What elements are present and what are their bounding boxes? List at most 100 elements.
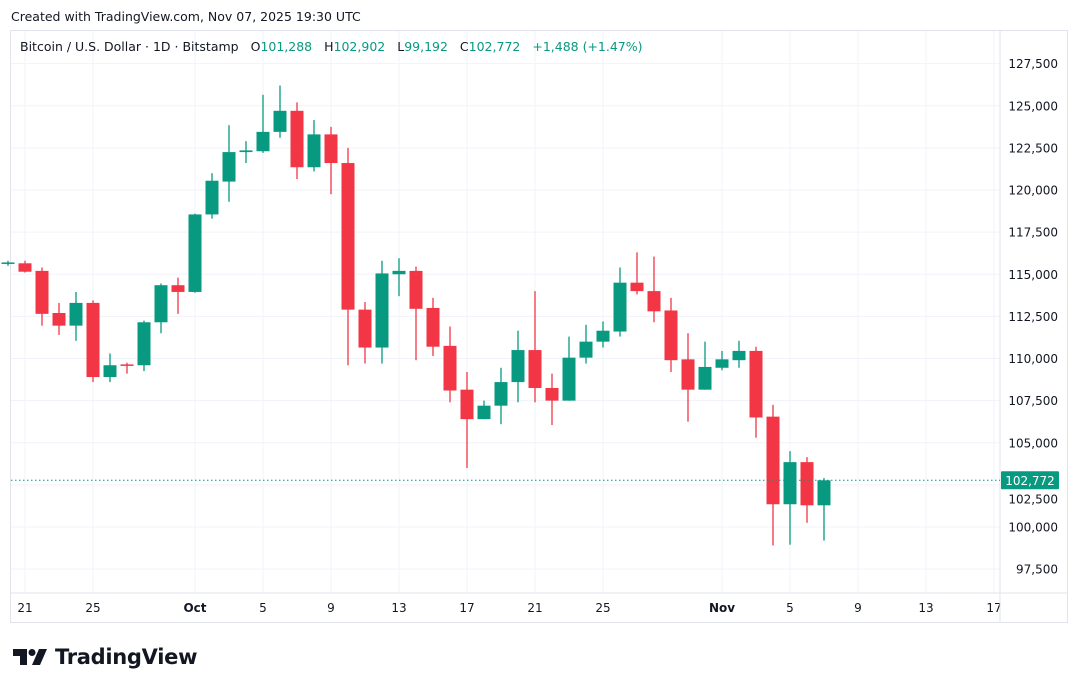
candle — [375, 260, 389, 364]
close-label: C — [459, 39, 469, 54]
candle-body — [579, 341, 593, 358]
candle-body — [52, 313, 66, 326]
candle — [52, 302, 66, 335]
candle-body — [154, 285, 168, 323]
candle — [477, 400, 491, 420]
candle — [69, 291, 83, 341]
tradingview-logo-icon — [13, 649, 47, 665]
candle-body — [664, 310, 678, 361]
y-tick-label: 105,000 — [1008, 436, 1058, 450]
candle-body — [800, 462, 814, 506]
candle — [800, 457, 814, 523]
x-tick-label: 17 — [986, 601, 1001, 615]
candle-body — [35, 270, 49, 314]
x-tick-label: 9 — [854, 601, 862, 615]
candle — [528, 291, 542, 403]
x-tick-label: 13 — [391, 601, 406, 615]
candle-body — [409, 270, 423, 309]
candle-body — [86, 302, 100, 378]
x-tick-label: 21 — [17, 601, 32, 615]
y-tick-label: 97,500 — [1016, 563, 1058, 577]
y-tick-label: 125,000 — [1008, 99, 1058, 113]
candle-body — [562, 357, 576, 401]
candle-body — [545, 387, 559, 401]
candle-body — [511, 350, 525, 383]
candle-body — [307, 134, 321, 168]
candle — [817, 478, 831, 541]
candle-body — [69, 302, 83, 326]
candle-body — [120, 364, 134, 366]
candle-body — [596, 330, 610, 342]
y-tick-label: 122,500 — [1008, 141, 1058, 155]
candle-body — [171, 285, 185, 292]
candle — [630, 252, 644, 295]
candle-body — [715, 359, 729, 368]
high-value: 102,902 — [333, 39, 386, 54]
candle — [732, 340, 746, 368]
candle-body — [188, 214, 202, 292]
logo-text: TradingView — [55, 645, 198, 669]
candle — [35, 267, 49, 326]
candle-body — [205, 180, 219, 215]
chart-frame — [10, 30, 1068, 623]
candle — [409, 266, 423, 361]
candle-body — [341, 163, 355, 310]
y-tick-label: 100,000 — [1008, 521, 1058, 535]
tradingview-logo[interactable]: TradingView — [13, 645, 197, 669]
candle — [18, 260, 32, 273]
candle-body — [732, 350, 746, 361]
candle-body — [817, 480, 831, 506]
y-tick-label: 102,500 — [1008, 492, 1058, 506]
candle-body — [324, 134, 338, 164]
candle-body — [681, 359, 695, 390]
y-tick-label: 117,500 — [1008, 226, 1058, 240]
x-tick-label: 5 — [786, 601, 794, 615]
x-tick-label: 21 — [527, 601, 542, 615]
low-value: 99,192 — [404, 39, 448, 54]
candle — [392, 258, 406, 297]
last-price-badge — [1001, 471, 1059, 490]
x-tick-label: 17 — [459, 601, 474, 615]
last-price-label: 102,772 — [1005, 474, 1055, 488]
candles — [1, 85, 831, 546]
candle-body — [358, 309, 372, 348]
candle — [103, 353, 117, 383]
candle — [426, 297, 440, 356]
x-tick-label: Nov — [709, 601, 735, 615]
candle — [1, 260, 15, 266]
candle-body — [783, 462, 797, 505]
candle — [290, 102, 304, 180]
x-tick-label: 5 — [259, 601, 267, 615]
x-tick-label: 9 — [327, 601, 335, 615]
candle-body — [222, 152, 236, 182]
candle — [307, 120, 321, 172]
candle-body — [749, 350, 763, 418]
candle — [222, 125, 236, 202]
candle-body — [698, 366, 712, 390]
y-tick-label: 115,000 — [1008, 268, 1058, 282]
candle — [120, 362, 134, 374]
y-tick-label: 107,500 — [1008, 394, 1058, 408]
candle — [358, 302, 372, 364]
candle-body — [477, 405, 491, 420]
close-value: 102,772 — [468, 39, 521, 54]
candle — [205, 173, 219, 219]
candle — [443, 326, 457, 403]
candle-body — [137, 322, 151, 366]
low-label: L — [397, 39, 405, 54]
high-label: H — [324, 39, 334, 54]
candle-body — [290, 110, 304, 168]
candle-body — [18, 263, 32, 272]
candle — [681, 333, 695, 422]
candle-body — [460, 389, 474, 420]
candle-body — [1, 262, 15, 264]
candle-body — [443, 345, 457, 391]
candle — [511, 330, 525, 403]
symbol-title: Bitcoin / U.S. Dollar · 1D · Bitstamp — [20, 39, 239, 54]
y-tick-label: 112,500 — [1008, 310, 1058, 324]
candle-body — [494, 382, 508, 406]
candle — [239, 141, 253, 164]
candle — [171, 277, 185, 314]
candle — [545, 373, 559, 426]
